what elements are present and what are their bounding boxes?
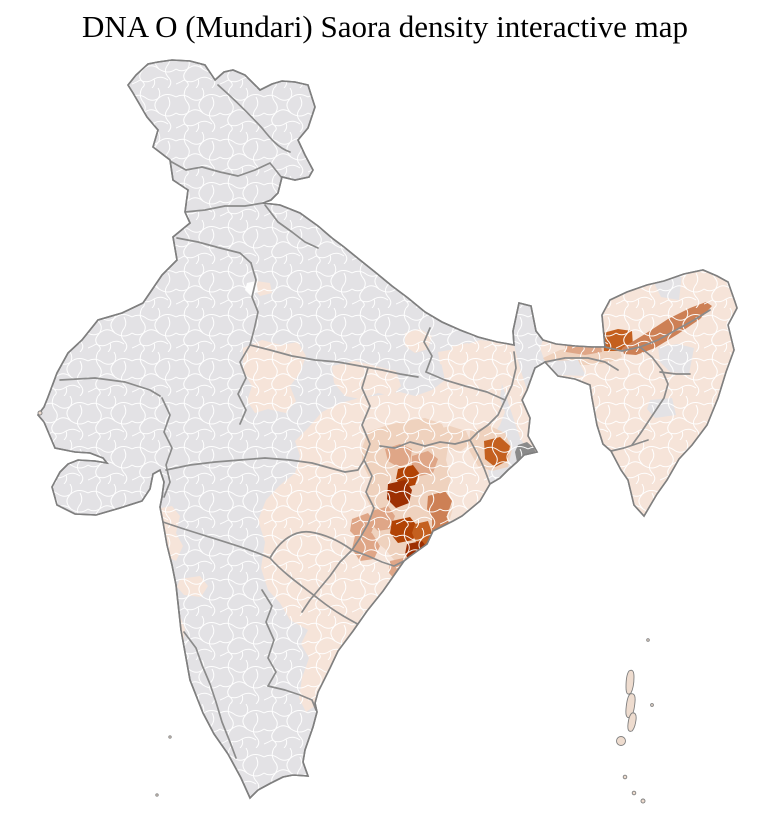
andaman-island-south [627,712,637,732]
island-speck [646,638,650,642]
state-borders [59,84,711,759]
nicobar-island [622,774,628,780]
island-speck [650,703,654,707]
nicobar-island [631,790,637,796]
page-title: DNA O (Mundari) Saora density interactiv… [81,9,689,44]
island-speck [155,793,159,797]
little-andaman-island [616,736,626,746]
andaman-island-north [625,669,635,695]
island-speck [168,735,172,739]
district-boundaries-mesh [38,60,737,798]
island-speck [37,410,43,416]
islands [37,410,654,804]
nicobar-island [640,798,646,804]
